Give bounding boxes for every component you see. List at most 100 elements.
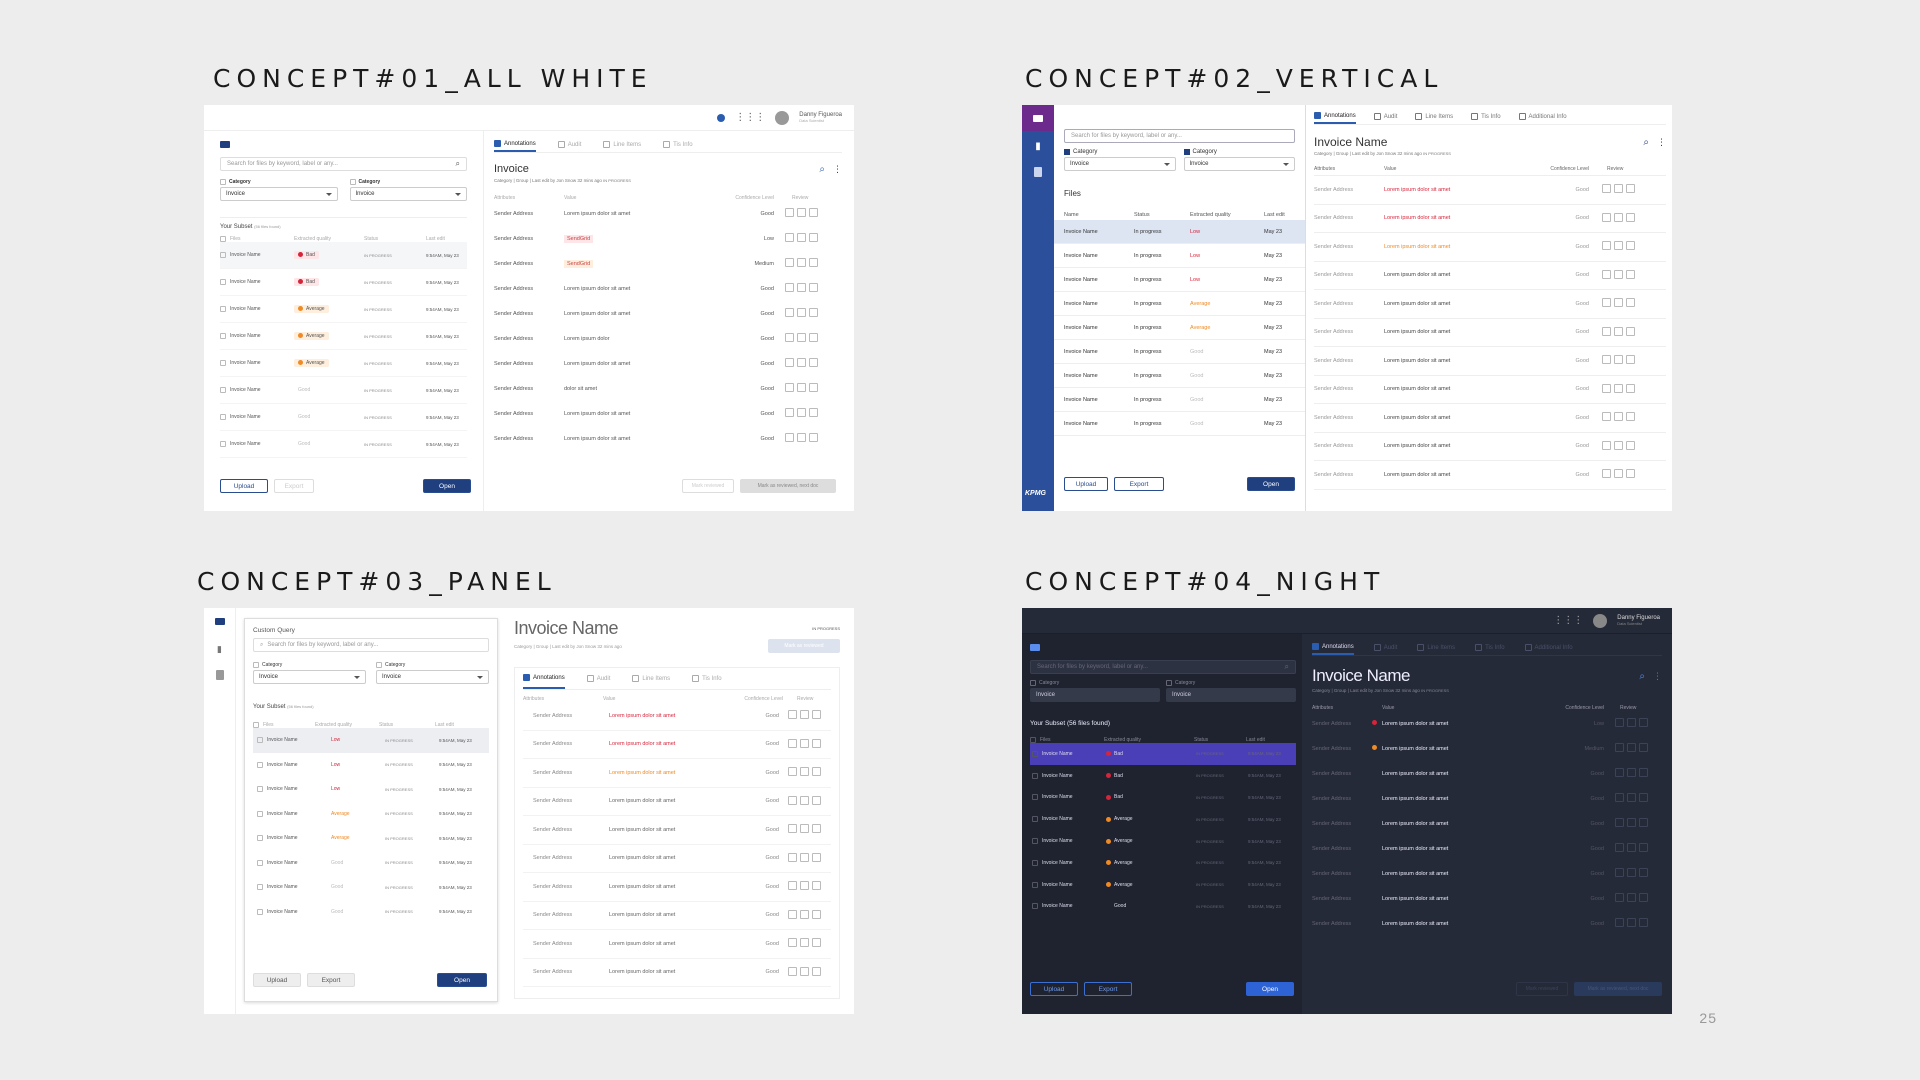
check-icon[interactable]: [788, 938, 797, 948]
avatar[interactable]: [1593, 613, 1608, 628]
attribute-value[interactable]: Lorem ipsum dolor sit amet: [1382, 895, 1449, 902]
row-checkbox[interactable]: [257, 810, 263, 817]
attribute-row[interactable]: Sender Address Lorem ipsum dolor sit amet…: [1314, 461, 1666, 490]
close-icon[interactable]: [1614, 184, 1623, 194]
attribute-row[interactable]: Sender Address dolor sit amet Good: [494, 376, 842, 401]
table-row[interactable]: Invoice Name Good IN PROGRESS 9:54AM, May 2…: [1030, 896, 1296, 918]
attribute-value[interactable]: SendGrid: [564, 259, 724, 268]
attribute-row[interactable]: Sender Address Lorem ipsum dolor sit amet…: [1312, 761, 1662, 786]
attribute-value[interactable]: Lorem ipsum dolor sit amet: [1382, 820, 1449, 827]
attribute-row[interactable]: Sender Address Lorem ipsum dolor sit amet…: [1312, 786, 1662, 811]
table-row[interactable]: Invoice Name Good IN PROGRESS 9:54AM, May 2…: [253, 875, 489, 900]
row-checkbox[interactable]: [1032, 794, 1038, 801]
table-row[interactable]: Invoice Name Average IN PROGRESS 9:54AM, Ma…: [1030, 852, 1296, 874]
row-checkbox[interactable]: [257, 835, 263, 842]
attribute-value[interactable]: Lorem ipsum dolor sit amet: [1382, 795, 1449, 802]
attribute-row[interactable]: Sender Address Lorem ipsum dolor sit amet…: [523, 845, 831, 873]
attribute-value[interactable]: Lorem ipsum dolor sit amet: [564, 285, 631, 292]
table-row[interactable]: Invoice Name Average IN PROGRESS 9:54AM, Ma…: [1030, 830, 1296, 852]
check-icon[interactable]: [1602, 383, 1611, 393]
tab-annotations[interactable]: Annotations: [1314, 109, 1356, 124]
attribute-value[interactable]: Lorem ipsum dolor sit amet: [1382, 920, 1449, 927]
attribute-row[interactable]: Sender Address Lorem ipsum dolor sit amet…: [1314, 205, 1666, 233]
export-button[interactable]: Export: [1084, 982, 1132, 996]
attribute-row[interactable]: Sender Address Lorem ipsum dolor sit amet…: [1312, 711, 1662, 736]
close-icon[interactable]: [800, 881, 809, 891]
attribute-row[interactable]: Sender Address Lorem ipsum dolor sit amet…: [494, 351, 842, 376]
table-row[interactable]: Invoice Name Low IN PROGRESS 9:54AM, May 23: [253, 728, 489, 753]
flag-icon[interactable]: [809, 333, 818, 342]
search-icon[interactable]: ⌕: [1639, 670, 1645, 682]
close-icon[interactable]: [1627, 818, 1636, 827]
check-icon[interactable]: [1615, 743, 1624, 752]
search-icon[interactable]: ⌕: [455, 159, 460, 168]
flag-icon[interactable]: [812, 938, 821, 948]
attribute-row[interactable]: Sender Address Lorem ipsum dolor sit amet…: [1314, 233, 1666, 262]
flag-icon[interactable]: [812, 909, 821, 919]
nav-item-analytics[interactable]: ▮: [204, 644, 235, 670]
row-checkbox[interactable]: [220, 306, 226, 312]
tab-tis-info[interactable]: Tis Info: [663, 141, 693, 148]
tab-tis-info[interactable]: Tis Info: [692, 675, 722, 682]
row-checkbox[interactable]: [1032, 750, 1038, 757]
attribute-value[interactable]: Lorem ipsum dolor sit amet: [564, 410, 631, 417]
table-row[interactable]: Invoice Name Bad IN PROGRESS 9:54AM, May 23: [220, 242, 467, 269]
tab-tis-info[interactable]: Tis Info: [1475, 644, 1505, 651]
attribute-row[interactable]: Sender Address Lorem ipsum dolor sit amet…: [494, 401, 842, 426]
check-icon[interactable]: [785, 208, 794, 217]
flag-icon[interactable]: [812, 852, 821, 862]
close-icon[interactable]: [797, 383, 806, 392]
flag-icon[interactable]: [1639, 793, 1648, 802]
table-row[interactable]: Invoice Name In progress Good May 23: [1054, 412, 1305, 436]
check-icon[interactable]: [788, 852, 797, 862]
attribute-value[interactable]: Lorem ipsum dolor sit amet: [609, 769, 676, 776]
attribute-row[interactable]: Sender Address Lorem ipsum dolor sit amet…: [1314, 404, 1666, 433]
close-icon[interactable]: [1614, 440, 1623, 450]
tab-annotations[interactable]: Annotations: [494, 137, 536, 152]
check-icon[interactable]: [785, 258, 794, 267]
attribute-value[interactable]: Lorem ipsum dolor sit amet: [1384, 243, 1451, 250]
flag-icon[interactable]: [809, 408, 818, 417]
table-row[interactable]: Invoice Name Low IN PROGRESS 9:54AM, May 23: [253, 753, 489, 778]
close-icon[interactable]: [1614, 469, 1623, 479]
tab-line-items[interactable]: Line Items: [632, 675, 670, 682]
attribute-value[interactable]: Lorem ipsum dolor sit amet: [564, 210, 631, 217]
attribute-value[interactable]: Lorem ipsum dolor sit amet: [1384, 357, 1451, 364]
flag-icon[interactable]: [809, 433, 818, 442]
flag-icon[interactable]: [812, 738, 821, 748]
check-icon[interactable]: [785, 283, 794, 292]
table-row[interactable]: Invoice Name In progress Good May 23: [1054, 388, 1305, 412]
attribute-row[interactable]: Sender Address Lorem ipsum dolor sit amet…: [1312, 836, 1662, 861]
row-checkbox[interactable]: [220, 387, 226, 393]
check-icon[interactable]: [785, 358, 794, 367]
close-icon[interactable]: [797, 358, 806, 367]
close-icon[interactable]: [797, 408, 806, 417]
check-icon[interactable]: [785, 308, 794, 317]
open-button[interactable]: Open: [437, 973, 487, 987]
attribute-row[interactable]: Sender Address Lorem ipsum dolor sit amet…: [1314, 376, 1666, 404]
check-icon[interactable]: [785, 333, 794, 342]
check-icon[interactable]: [1615, 893, 1624, 902]
notification-icon[interactable]: [717, 113, 726, 122]
attribute-row[interactable]: Sender Address Lorem ipsum dolor sit amet…: [523, 816, 831, 845]
close-icon[interactable]: [800, 938, 809, 948]
export-button[interactable]: Export: [1114, 477, 1164, 491]
table-row[interactable]: Invoice Name Average IN PROGRESS 9:54AM, Ma…: [220, 323, 467, 350]
check-icon[interactable]: [1615, 843, 1624, 852]
flag-icon[interactable]: [812, 966, 821, 976]
flag-icon[interactable]: [1626, 269, 1635, 279]
flag-icon[interactable]: [1626, 241, 1635, 251]
close-icon[interactable]: [1614, 326, 1623, 336]
attribute-value[interactable]: Lorem ipsum dolor sit amet: [1382, 770, 1449, 777]
tab-audit[interactable]: Audit: [1373, 644, 1397, 651]
attribute-row[interactable]: Sender Address Lorem ipsum dolor sit amet…: [1314, 433, 1666, 461]
mark-reviewed-button[interactable]: Mark reviewed: [1516, 982, 1568, 996]
open-button[interactable]: Open: [1246, 982, 1294, 996]
select-all-checkbox[interactable]: [220, 236, 226, 242]
close-icon[interactable]: [1627, 868, 1636, 877]
table-row[interactable]: Invoice Name In progress Average May 23: [1054, 292, 1305, 316]
table-row[interactable]: Invoice Name Average IN PROGRESS 9:54AM, Ma…: [220, 296, 467, 323]
flag-icon[interactable]: [809, 233, 818, 242]
flag-icon[interactable]: [812, 881, 821, 891]
upload-button[interactable]: Upload: [220, 479, 268, 493]
